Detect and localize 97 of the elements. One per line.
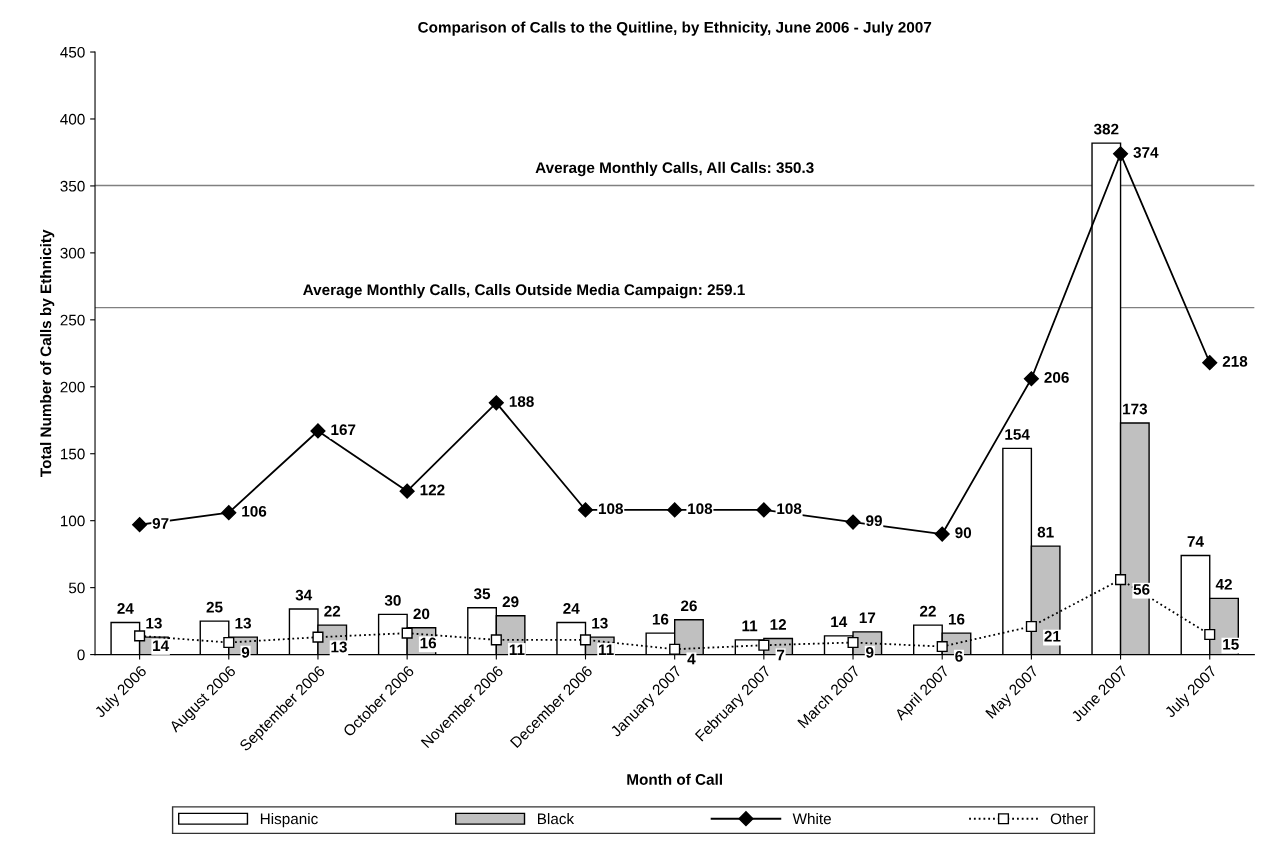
point: [399, 483, 415, 499]
data-label: 35: [473, 588, 491, 600]
data-label: 14: [831, 616, 848, 628]
data-label: 24: [117, 603, 134, 614]
data-label: 22: [919, 605, 936, 617]
y-tick-label: 350: [60, 180, 85, 192]
data-label: 74: [1187, 536, 1204, 547]
point: [845, 514, 861, 530]
data-label: 122: [420, 484, 445, 496]
data-label: 14: [153, 640, 170, 651]
point: [758, 639, 770, 651]
point: [401, 627, 413, 639]
legend-label: Hispanic: [260, 813, 318, 828]
legend-label: Other: [1050, 813, 1089, 825]
data-label: 30: [384, 595, 401, 606]
point: [579, 634, 592, 646]
legend-label: Black: [537, 813, 575, 825]
data-label: 26: [680, 600, 697, 612]
data-label: 34: [295, 589, 313, 601]
data-label: 173: [1123, 403, 1148, 415]
y-tick-label: 100: [60, 515, 85, 527]
point: [1023, 371, 1039, 387]
point: [490, 634, 502, 646]
ref-line-label: Average Monthly Calls, All Calls: 350.3: [535, 161, 814, 177]
y-tick-label: 50: [68, 582, 85, 594]
data-label: 16: [948, 613, 965, 625]
data-label: 13: [331, 641, 347, 653]
data-label: 13: [146, 617, 162, 629]
data-label: 11: [509, 644, 525, 655]
point: [667, 502, 683, 518]
data-label: 9: [866, 646, 874, 658]
point: [1204, 628, 1216, 641]
data-label: 21: [1044, 630, 1061, 642]
y-tick-label: 150: [60, 448, 85, 460]
point: [310, 423, 326, 439]
point: [934, 526, 950, 542]
data-label: 218: [1222, 355, 1248, 367]
data-label: 188: [509, 396, 534, 407]
data-label: 24: [563, 603, 580, 614]
point: [132, 517, 148, 533]
data-label: 382: [1093, 123, 1119, 135]
point: [1025, 620, 1037, 633]
point: [756, 502, 772, 518]
data-label: 16: [652, 613, 669, 625]
data-label: 29: [502, 596, 519, 608]
point: [847, 636, 859, 649]
data-label: 99: [866, 515, 882, 527]
point: [577, 502, 594, 518]
point: [1112, 146, 1129, 162]
y-axis-title: Total Number of Calls by Ethnicity: [40, 229, 55, 477]
data-label: 11: [742, 620, 758, 632]
data-label: 15: [1223, 639, 1239, 650]
data-label: 25: [206, 601, 223, 613]
x-axis-title: Month of Call: [627, 773, 722, 785]
data-label: 16: [420, 637, 437, 649]
chart-title: Comparison of Calls to the Quitline, by Ethnicity, June 2006 - July 2007: [418, 21, 932, 36]
data-label: 154: [1005, 429, 1030, 440]
data-label: 108: [688, 503, 713, 515]
y-tick-label: 200: [60, 381, 85, 393]
point: [669, 643, 681, 655]
y-tick-label: 400: [60, 113, 85, 125]
point: [221, 505, 237, 521]
data-label: 11: [598, 644, 614, 655]
point: [936, 640, 948, 653]
data-label: 374: [1133, 147, 1159, 158]
data-label: 7: [777, 649, 785, 661]
data-label: 206: [1044, 372, 1069, 383]
data-label: 13: [235, 617, 251, 629]
data-label: 97: [152, 517, 169, 529]
ref-line-label: Average Monthly Calls, Calls Outside Media Campaign: 259.1: [303, 283, 745, 299]
point: [134, 630, 146, 642]
y-tick-label: 300: [60, 247, 85, 259]
data-label: 106: [242, 505, 267, 517]
data-label: 4: [687, 653, 696, 665]
data-label: 6: [955, 650, 963, 662]
y-tick-label: 250: [60, 314, 85, 326]
point: [1202, 355, 1218, 371]
data-label: 22: [324, 605, 341, 617]
data-label: 9: [241, 646, 250, 658]
data-label: 20: [413, 608, 430, 620]
y-tick-label: 450: [60, 46, 85, 58]
y-tick-label: 0: [77, 649, 85, 661]
legend-label: White: [792, 813, 831, 825]
point: [1115, 574, 1127, 586]
data-label: 167: [331, 424, 356, 436]
point: [312, 631, 324, 643]
data-label: 108: [777, 503, 802, 515]
data-label: 108: [598, 503, 624, 515]
data-label: 17: [859, 612, 876, 624]
data-label: 42: [1215, 578, 1232, 590]
point: [223, 636, 235, 649]
data-label: 13: [592, 617, 608, 629]
data-label: 12: [770, 619, 787, 630]
point: [488, 395, 504, 411]
data-label: 81: [1037, 526, 1054, 538]
data-label: 90: [955, 527, 972, 539]
data-label: 56: [1133, 583, 1150, 595]
